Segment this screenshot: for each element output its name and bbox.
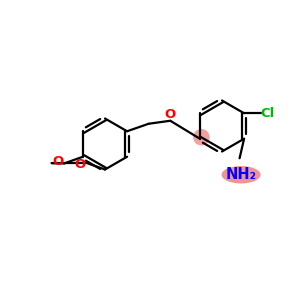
Ellipse shape — [222, 166, 261, 184]
Text: O: O — [53, 155, 64, 168]
Text: Cl: Cl — [260, 107, 274, 120]
Text: O: O — [165, 108, 176, 121]
Text: NH₂: NH₂ — [226, 167, 256, 182]
Ellipse shape — [193, 129, 210, 146]
Text: O: O — [75, 158, 86, 171]
